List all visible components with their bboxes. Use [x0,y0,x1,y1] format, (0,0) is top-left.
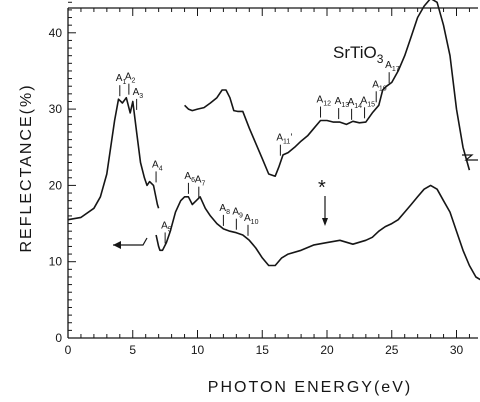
peak-label: A3 [133,87,144,100]
x-tick-label: 30 [450,343,464,357]
reflectance-curve-1 [67,96,160,221]
peak-label: A4 [152,159,163,172]
left-axis-arrow [113,237,148,246]
sample-label: SrTiO3 [333,43,384,66]
axis-markers [113,154,478,249]
peak-label: A14 [348,97,363,110]
curves [67,0,480,281]
y-tick-label: 30 [49,102,63,116]
right-axis-marker [462,154,478,161]
x-tick-label: 10 [191,343,205,357]
reflectance-curve-3 [184,0,471,177]
peak-label: A13 [335,96,350,109]
peak-label: A6 [184,171,195,184]
y-tick-label: 0 [55,331,62,345]
x-tick-label: 15 [256,343,270,357]
peak-label: A2 [125,72,136,85]
x-tick-label: 25 [385,343,399,357]
y-tick-label: 40 [49,26,63,40]
peak-label: A7 [195,175,206,188]
peak-label: A8 [219,203,230,216]
peak-label: A15 [361,95,376,108]
peak-label: A10 [244,213,259,226]
y-axis-title: REFLECTANCE(%) [18,83,35,252]
asterisk-annotation: * [318,177,326,199]
y-tick-label: 10 [49,255,63,269]
peak-label: A11’ [276,133,292,146]
peak-label: A12 [317,95,332,108]
axes-frame [67,7,478,339]
left-arrow-head [113,241,121,249]
x-tick-label: 20 [320,343,334,357]
x-axis-title: PHOTON ENERGY(eV) [208,379,412,396]
peak-label: A5 [161,220,172,233]
peak-label: A1 [116,73,127,86]
y-tick-label: 20 [49,178,63,192]
x-tick-label: 0 [65,343,72,357]
axis-ticks: 0 5 10 15 20 25 30 0 10 20 30 40 [49,1,470,357]
reflectance-curve-2 [155,184,480,281]
x-tick-label: 5 [129,343,136,357]
asterisk-arrow-head [322,218,328,226]
peak-label: A9 [232,207,243,220]
peak-label: A16 [372,79,387,92]
peak-label: A17 [385,60,400,73]
